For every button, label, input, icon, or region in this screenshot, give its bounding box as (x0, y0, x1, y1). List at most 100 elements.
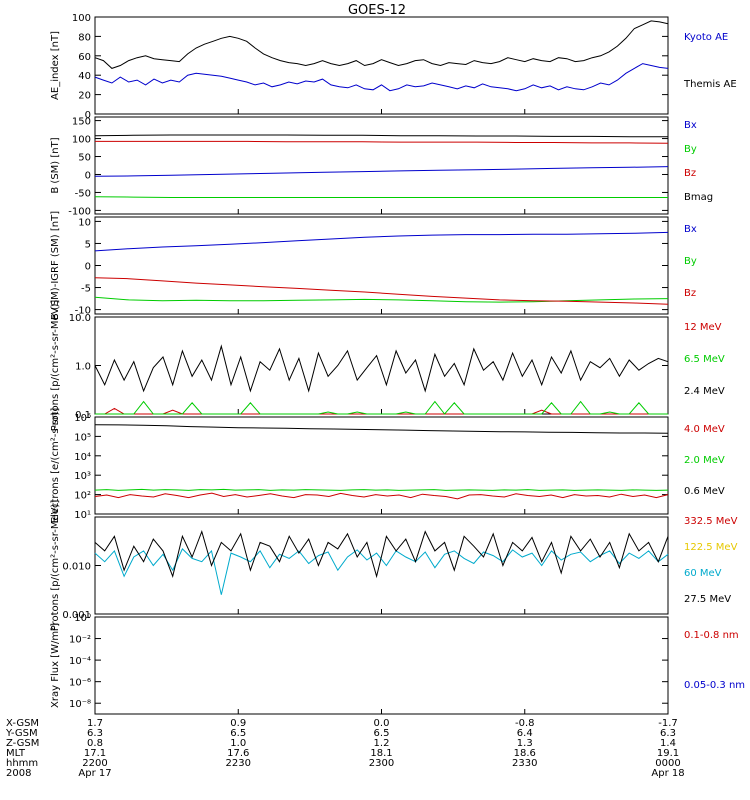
legend-label: 6.5 MeV (684, 354, 725, 365)
y-tick-label: 0 (85, 110, 91, 121)
y-tick-label: 10.0 (69, 313, 91, 324)
footer-cell: 18.6 (514, 748, 536, 759)
legend-label: Bx (684, 224, 697, 235)
footer-cell: 0.9 (230, 718, 246, 729)
footer-cell: 1.4 (660, 738, 676, 749)
series-line-bmag (94, 134, 668, 138)
y-tick-label: 10 (78, 217, 91, 228)
y-axis-label: B (SM) [nT] (50, 137, 61, 193)
panel-2: -100 -50 0 50 100 150 B (SM) [nT] Bx By Bz Bmag (50, 116, 713, 217)
legend-label: 27.5 MeV (684, 594, 731, 605)
y-tick-label: 10⁴ (74, 452, 91, 463)
panel-frame (94, 16, 669, 115)
y-tick-label: 10⁵ (74, 432, 91, 443)
series-line-2-4-mev (94, 344, 669, 393)
footer-cell: 6.4 (517, 728, 533, 739)
footer-cell: 6.5 (230, 728, 246, 739)
panel-frame (94, 416, 669, 515)
series-line-themis-ae (94, 20, 669, 69)
footer-row-label: 2008 (6, 768, 31, 779)
y-tick-label: 10⁶ (74, 413, 91, 424)
y-tick-label: 10⁻² (69, 635, 91, 646)
footer-cell: 17.1 (84, 748, 106, 759)
panel-frame (94, 316, 669, 415)
footer-cell: -0.8 (515, 718, 535, 729)
series-line-by (94, 196, 668, 198)
panel-1: 0 20 40 60 80 100 AE_index [nT] Kyoto AE Themis … (50, 13, 737, 121)
footer-cell: 0.8 (87, 738, 103, 749)
legend-label: 12 MeV (684, 322, 722, 333)
series-line-0-6-mev (94, 424, 669, 434)
y-tick-label: 100 (72, 13, 91, 24)
y-tick-label: 5 (85, 239, 91, 250)
series-line-bx (94, 166, 669, 177)
footer-cell: 0000 (655, 758, 680, 769)
footer-cell: 0.0 (374, 718, 390, 729)
y-tick-label: 10⁰ (74, 613, 91, 624)
y-tick-label: 10⁻⁸ (69, 699, 91, 710)
panel-frame (94, 616, 669, 715)
legend-label: By (684, 144, 697, 155)
footer-cell: 2200 (82, 758, 107, 769)
y-tick-label: 10² (74, 491, 91, 502)
y-tick-label: 0 (85, 262, 91, 273)
footer-row-label: X-GSM (6, 718, 39, 729)
y-tick-label: -50 (75, 188, 91, 199)
series-line-60-mev (94, 548, 669, 595)
footer-cell: 1.7 (87, 718, 103, 729)
footer-cell: 6.3 (660, 728, 676, 739)
series-line-bx (94, 231, 669, 252)
panel-frame (94, 516, 669, 615)
y-tick-label: -100 (68, 206, 91, 217)
y-tick-label: 50 (78, 153, 91, 164)
footer-cell: 1.2 (374, 738, 390, 749)
legend-label: 60 MeV (684, 568, 722, 579)
y-tick-label: 10¹ (74, 510, 91, 521)
y-tick-label: 0.001 (62, 610, 91, 621)
series-line-4-0-mev (94, 492, 669, 500)
legend-label: Kyoto AE (684, 32, 728, 43)
footer-cell: -1.7 (658, 718, 678, 729)
y-tick-label: 100 (72, 135, 91, 146)
legend-label: 2.4 MeV (684, 386, 725, 397)
legend-label: 122.5 MeV (684, 542, 738, 553)
footer-cell: 18.1 (370, 748, 392, 759)
series-line-2-0-mev (94, 488, 669, 491)
y-tick-label: 80 (78, 32, 91, 43)
legend-label: Bz (684, 288, 696, 299)
y-axis-label: Xray Flux [W/m²] (50, 623, 61, 708)
footer-cell: Apr 17 (78, 768, 111, 779)
footer-cell: 17.6 (227, 748, 249, 759)
footer-table: X-GSM 1.7 0.9 0.0 -0.8 -1.7 Y-GSM 6.3 6.5 6.5 6.4 6… (5, 718, 685, 779)
y-tick-label: -10 (75, 306, 91, 317)
y-tick-label: 10⁻⁴ (69, 656, 91, 667)
legend-label: 4.0 MeV (684, 424, 725, 435)
y-tick-label: 0 (85, 170, 91, 181)
series-line-kyoto-ae (94, 63, 669, 92)
footer-cell: 1.3 (517, 738, 533, 749)
legend-label: Themis AE (683, 79, 737, 90)
y-tick-label: 10⁻⁶ (69, 678, 91, 689)
legend-label: Bz (684, 168, 696, 179)
y-tick-label: -5 (81, 284, 91, 295)
footer-cell: 19.1 (657, 748, 679, 759)
series-line-27-5-mev (94, 530, 669, 579)
y-tick-label: 60 (78, 52, 91, 63)
panel-3: -10 -5 0 5 10 B (SM)-IGRF (SM) [nT] Bx By Bz (50, 211, 697, 320)
series-line-6-5-mev (95, 400, 668, 415)
y-axis-label: AE_index [nT] (50, 31, 61, 100)
legend-label: 332.5 MeV (684, 516, 738, 527)
footer-cell: 2230 (226, 758, 251, 769)
legend-label: 2.0 MeV (684, 455, 725, 466)
footer-cell: 2300 (369, 758, 394, 769)
panel-7: 10⁻⁸ 10⁻⁶ 10⁻⁴ 10⁻² 10⁰ Xray Flux [W/m²] 0.1-0… (50, 613, 745, 715)
legend-label: By (684, 256, 697, 267)
footer-cell: 6.5 (374, 728, 390, 739)
figure-title: GOES-12 (348, 3, 406, 18)
footer-row-label: MLT (6, 748, 26, 759)
legend-label: 0.05-0.3 nm (684, 680, 745, 691)
y-tick-label: 0.1 (75, 410, 91, 421)
panel-5: 10¹ 10² 10³ 10⁴ 10⁵ 10⁶ Electrons [e/(cm²-s-sr… (50, 408, 725, 524)
